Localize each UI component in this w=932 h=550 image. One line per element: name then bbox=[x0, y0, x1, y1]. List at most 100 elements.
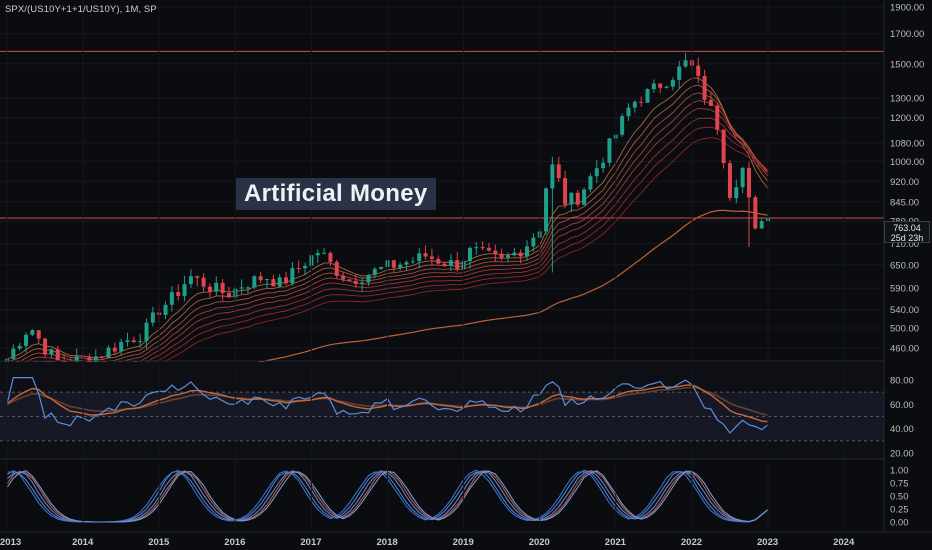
year-tick-label: 2022 bbox=[681, 537, 702, 548]
candle-body bbox=[486, 247, 491, 251]
candle-body bbox=[372, 268, 377, 275]
year-tick-label: 2014 bbox=[72, 537, 94, 548]
candle-body bbox=[398, 264, 403, 268]
candle-body bbox=[601, 162, 606, 169]
candle-body bbox=[290, 268, 295, 284]
stoch-tick-label: 0.50 bbox=[890, 492, 909, 503]
price-tick-label: 460.00 bbox=[890, 344, 919, 355]
candle-body bbox=[176, 292, 181, 296]
candle-body bbox=[442, 263, 447, 266]
candle-body bbox=[341, 275, 346, 280]
candle-body bbox=[207, 286, 212, 292]
candle-body bbox=[467, 247, 472, 262]
candle-body bbox=[252, 276, 257, 288]
candle-body bbox=[569, 192, 574, 205]
candle-body bbox=[36, 330, 41, 339]
candle-body bbox=[575, 192, 580, 205]
candle-body bbox=[100, 356, 105, 358]
candle-body bbox=[106, 347, 111, 358]
stoch-tick-label: 1.00 bbox=[890, 466, 909, 477]
year-tick-label: 2024 bbox=[833, 537, 855, 548]
candle-body bbox=[391, 260, 396, 268]
candle-body bbox=[353, 280, 358, 284]
candle-body bbox=[226, 293, 231, 298]
candle-body bbox=[639, 101, 644, 103]
candle-body bbox=[670, 79, 675, 87]
symbol-label: SPX/(US10Y+1+1/US10Y), 1M, SP bbox=[5, 4, 157, 15]
candle-body bbox=[512, 252, 517, 256]
candle-body bbox=[55, 349, 60, 361]
candle-body bbox=[258, 276, 263, 281]
year-tick-label: 2016 bbox=[224, 537, 245, 548]
rsi-tick-label: 60.00 bbox=[890, 400, 914, 411]
price-pane[interactable] bbox=[0, 0, 884, 396]
candle-body bbox=[347, 279, 352, 281]
candle-body bbox=[734, 187, 739, 199]
candle-body bbox=[696, 65, 701, 76]
annotation-banner: Artificial Money bbox=[236, 178, 436, 210]
candle-body bbox=[518, 252, 523, 257]
candle-body bbox=[658, 83, 663, 88]
candle-body bbox=[626, 107, 631, 117]
candle-body bbox=[24, 334, 29, 346]
price-tick-label: 590.00 bbox=[890, 284, 919, 295]
price-tick-label: 500.00 bbox=[890, 323, 919, 334]
price-tick-label: 1200.00 bbox=[890, 113, 924, 124]
year-tick-label: 2021 bbox=[605, 537, 627, 548]
candle-body bbox=[296, 268, 301, 270]
candle-body bbox=[284, 277, 289, 284]
candle-body bbox=[303, 265, 308, 269]
rsi-band bbox=[0, 392, 884, 441]
candle-body bbox=[525, 246, 530, 257]
year-tick-label: 2018 bbox=[377, 537, 398, 548]
price-tick-label: 1700.00 bbox=[890, 29, 924, 40]
candle-body bbox=[708, 99, 713, 106]
candle-body bbox=[474, 247, 479, 249]
candle-body bbox=[632, 101, 637, 108]
candle-body bbox=[740, 167, 745, 188]
candle-body bbox=[550, 164, 555, 189]
candle-body bbox=[721, 129, 726, 164]
candle-body bbox=[163, 304, 168, 315]
candle-body bbox=[715, 105, 720, 130]
price-tick-label: 1080.00 bbox=[890, 138, 924, 149]
candle-body bbox=[588, 176, 593, 190]
rsi-tick-label: 40.00 bbox=[890, 424, 914, 435]
candle-body bbox=[746, 167, 751, 198]
candle-body bbox=[125, 340, 130, 342]
candle-body bbox=[410, 261, 415, 263]
candle-body bbox=[753, 197, 758, 229]
year-tick-label: 2019 bbox=[453, 537, 474, 548]
year-tick-label: 2020 bbox=[529, 537, 550, 548]
candle-body bbox=[607, 138, 612, 163]
price-tick-label: 1300.00 bbox=[890, 94, 924, 105]
price-axis[interactable]: 460.00500.00540.00590.00650.00710.00780.… bbox=[883, 0, 932, 550]
last-price-value: 763.04 bbox=[893, 223, 921, 233]
candle-body bbox=[480, 247, 485, 249]
candle-body bbox=[651, 83, 656, 90]
stochastic-pane[interactable] bbox=[0, 458, 932, 532]
candle-body bbox=[531, 237, 536, 247]
candle-body bbox=[645, 89, 650, 103]
price-tick-label: 845.00 bbox=[890, 197, 919, 208]
price-tick-label: 1000.00 bbox=[890, 157, 924, 168]
candle-body bbox=[423, 253, 428, 257]
candle-body bbox=[759, 221, 764, 229]
candle-body bbox=[195, 276, 200, 278]
candle-body bbox=[556, 164, 561, 179]
candle-body bbox=[429, 256, 434, 259]
candle-body bbox=[214, 282, 219, 292]
candle-body bbox=[144, 322, 149, 342]
time-axis-bg bbox=[0, 532, 932, 550]
candle-body bbox=[328, 252, 333, 262]
rsi-pane[interactable] bbox=[0, 360, 932, 458]
axis-bg bbox=[884, 0, 932, 550]
candle-body bbox=[112, 347, 117, 352]
candle-body bbox=[404, 262, 409, 265]
rsi-tick-label: 20.00 bbox=[890, 449, 914, 460]
candle-body bbox=[505, 255, 510, 258]
candle-body bbox=[188, 276, 193, 285]
candle-body bbox=[93, 356, 98, 364]
